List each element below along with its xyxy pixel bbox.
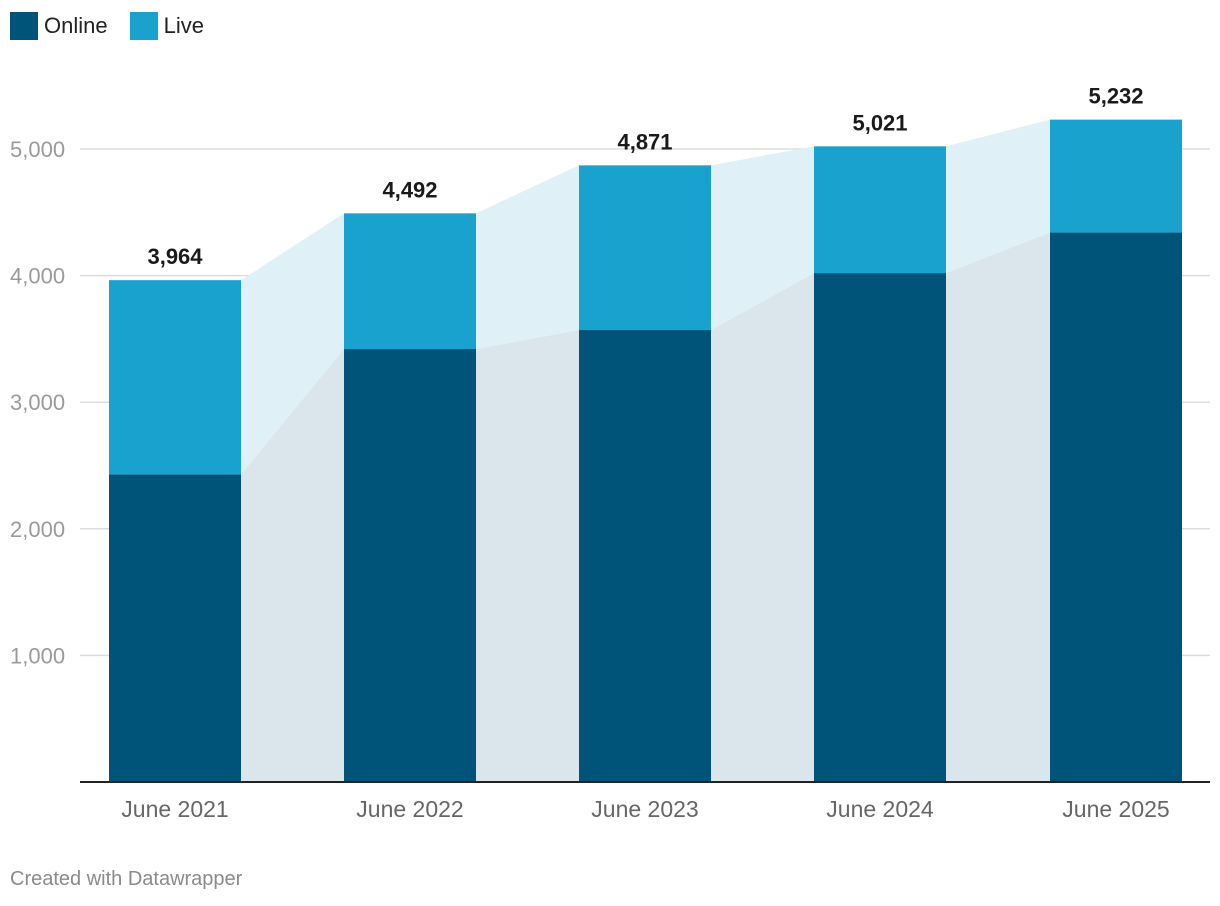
labels: 1,000 2,000 3,000 4,000 5,000 3,964 June 2021 4… <box>10 84 1210 822</box>
total-value-label: 4,871 <box>617 129 672 154</box>
bar-online <box>109 474 241 782</box>
total-value-label: 5,021 <box>852 110 907 135</box>
x-tick-label: June 2022 <box>356 796 463 822</box>
credit-text: Created with Datawrapper <box>10 868 243 890</box>
total-value-label: 5,232 <box>1088 84 1143 109</box>
bar-live <box>1050 119 1182 233</box>
bars <box>109 119 1182 782</box>
bar-online <box>814 273 946 782</box>
bar-live <box>814 146 946 274</box>
live-connector-band <box>711 146 814 331</box>
bar-live <box>579 165 711 331</box>
online-connector-band <box>711 273 814 782</box>
total-value-label: 3,964 <box>147 244 203 269</box>
y-tick-label: 1,000 <box>10 643 65 668</box>
legend-item-online: Online <box>10 12 108 40</box>
legend-swatch-online <box>10 12 38 40</box>
legend-label-live: Live <box>163 13 204 38</box>
y-tick-label: 5,000 <box>10 137 65 162</box>
total-value-label: 4,492 <box>382 177 437 202</box>
x-tick-label: June 2023 <box>591 796 698 822</box>
x-tick-label: June 2025 <box>1062 796 1169 822</box>
online-connector-band <box>241 349 344 782</box>
live-connector-band <box>241 213 344 475</box>
legend: Online Live <box>10 12 226 40</box>
online-connector-band <box>946 232 1050 782</box>
x-tick-label: June 2021 <box>121 796 228 822</box>
live-connector-band <box>946 119 1050 274</box>
legend-item-live: Live <box>129 12 204 40</box>
legend-label-online: Online <box>44 13 108 38</box>
legend-swatch-live <box>129 12 158 40</box>
bar-live <box>109 280 241 475</box>
y-tick-label: 2,000 <box>10 517 65 542</box>
bar-online <box>344 349 476 782</box>
bar-online <box>1050 232 1182 782</box>
bar-live <box>344 213 476 350</box>
bar-online <box>579 330 711 782</box>
connector-bands <box>241 119 1050 782</box>
online-connector-band <box>476 330 579 782</box>
live-connector-band <box>476 165 579 350</box>
y-tick-label: 4,000 <box>10 264 65 289</box>
x-tick-label: June 2024 <box>826 796 934 822</box>
y-tick-label: 3,000 <box>10 390 65 415</box>
